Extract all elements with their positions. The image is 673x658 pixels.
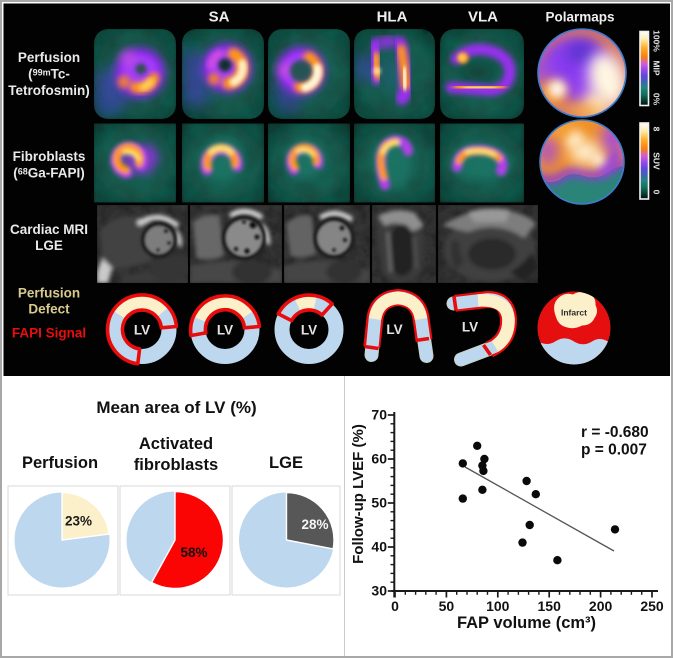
svg-text:100%: 100% [652, 30, 662, 52]
svg-text:23%: 23% [65, 514, 92, 529]
svg-text:Activated: Activated [139, 435, 213, 453]
svg-text:LV: LV [386, 322, 402, 337]
svg-text:50: 50 [371, 495, 387, 511]
svg-text:Follow-up LVEF (%): Follow-up LVEF (%) [350, 424, 367, 564]
svg-text:Polarmaps: Polarmaps [545, 10, 614, 25]
svg-text:100: 100 [486, 598, 510, 614]
svg-text:LV: LV [217, 323, 233, 338]
svg-text:200: 200 [589, 598, 613, 614]
svg-text:0: 0 [391, 598, 399, 614]
svg-text:FAPI Signal: FAPI Signal [12, 326, 86, 341]
svg-text:40: 40 [371, 539, 387, 555]
svg-text:0: 0 [652, 190, 662, 195]
svg-text:60: 60 [371, 451, 387, 467]
svg-text:LV: LV [462, 320, 478, 335]
svg-text:30: 30 [371, 583, 387, 599]
svg-text:LGE: LGE [35, 238, 63, 253]
svg-text:Infarct: Infarct [561, 308, 587, 318]
svg-text:250: 250 [640, 598, 664, 614]
svg-text:50: 50 [439, 598, 455, 614]
svg-text:MIP: MIP [652, 60, 662, 75]
svg-text:Mean area of LV (%): Mean area of LV (%) [96, 398, 256, 417]
svg-text:HLA: HLA [377, 9, 408, 26]
svg-text:SA: SA [209, 9, 230, 26]
svg-text:LGE: LGE [269, 454, 303, 472]
svg-text:Fibroblasts: Fibroblasts [13, 149, 86, 164]
svg-text:r = -0.680: r = -0.680 [581, 424, 649, 441]
svg-text:Cardiac MRI: Cardiac MRI [10, 222, 88, 237]
svg-text:(99mTc-: (99mTc- [28, 67, 70, 82]
svg-text:150: 150 [538, 598, 562, 614]
svg-text:Perfusion: Perfusion [18, 286, 80, 301]
svg-text:28%: 28% [301, 517, 328, 532]
svg-text:58%: 58% [180, 545, 207, 560]
svg-text:(68Ga-FAPI): (68Ga-FAPI) [13, 166, 85, 181]
svg-text:LV: LV [301, 323, 317, 338]
svg-text:8: 8 [652, 127, 662, 132]
svg-text:LV: LV [134, 323, 150, 338]
svg-text:VLA: VLA [468, 9, 498, 26]
svg-text:Perfusion: Perfusion [18, 50, 80, 65]
svg-text:0%: 0% [652, 93, 662, 106]
svg-text:Perfusion: Perfusion [22, 454, 98, 472]
svg-text:Defect: Defect [28, 302, 70, 317]
svg-text:Tetrofosmin): Tetrofosmin) [8, 83, 90, 98]
svg-text:SUV: SUV [652, 152, 662, 170]
svg-text:70: 70 [371, 407, 387, 423]
svg-text:p = 0.007: p = 0.007 [581, 442, 647, 459]
svg-text:fibroblasts: fibroblasts [134, 456, 218, 474]
svg-text:FAP volume (cm³): FAP volume (cm³) [457, 614, 596, 632]
